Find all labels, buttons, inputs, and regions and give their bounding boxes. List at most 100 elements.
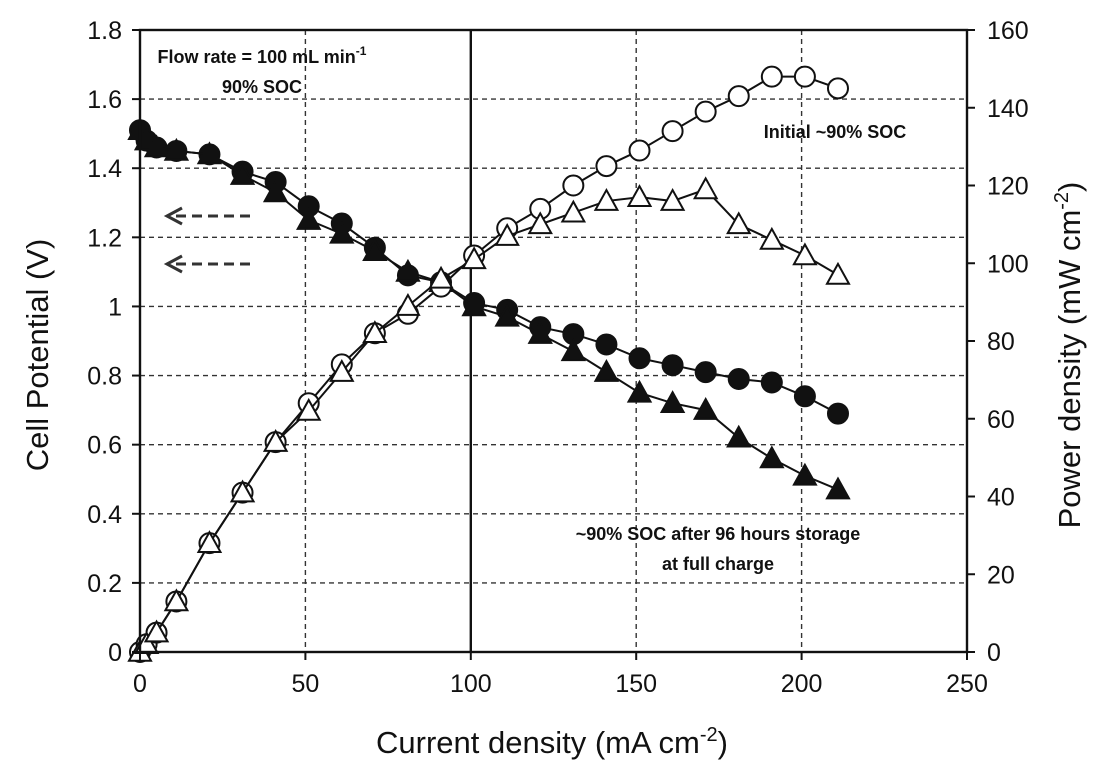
data-point: [163, 588, 190, 612]
series-open-triangle: [127, 176, 851, 662]
y-right-tick-label: 40: [987, 484, 1015, 512]
data-point: [826, 402, 849, 425]
y-left-tick-label: 1.4: [87, 155, 122, 183]
data-point: [628, 347, 651, 370]
data-point: [362, 238, 388, 261]
y-left-tick-label: 1.2: [87, 224, 122, 252]
data-point: [494, 222, 520, 246]
x-axis-title: Current density (mA cm-2): [376, 724, 728, 760]
data-point: [262, 429, 289, 452]
data-point: [727, 85, 750, 108]
x-axis-title-sup: -2: [700, 724, 718, 746]
y-right-tick-label: 20: [987, 561, 1015, 589]
y-left-tick-label: 0.8: [87, 363, 122, 391]
data-point: [428, 265, 454, 289]
data-point: [229, 479, 256, 503]
data-point: [196, 530, 223, 553]
annotation-storage-line2: at full charge: [662, 554, 774, 574]
data-point: [825, 261, 851, 285]
y-left-tick-label: 0.4: [87, 501, 122, 529]
data-point: [395, 292, 421, 316]
data-point: [759, 226, 785, 250]
data-point: [593, 359, 620, 382]
annotation-storage-line1: ~90% SOC after 96 hours storage: [576, 524, 861, 544]
data-point: [494, 303, 520, 327]
y-left-tick-label: 0.6: [87, 432, 122, 460]
data-point: [661, 354, 684, 377]
data-point: [362, 320, 388, 344]
data-point: [329, 359, 355, 382]
y-right-tick-label: 60: [987, 406, 1015, 434]
data-point: [196, 141, 223, 165]
y-left-tick-label: 0.2: [87, 570, 122, 598]
data-point: [296, 206, 322, 230]
data-point: [692, 176, 719, 200]
series-line: [139, 188, 839, 653]
data-point: [793, 65, 816, 88]
tick-labels: 0 50 100 150 200 25000.20.40.60.811.21.41.61.…: [87, 17, 1028, 698]
data-point: [461, 246, 487, 270]
data-point: [593, 187, 620, 211]
y-right-tick-label: 140: [987, 95, 1029, 123]
x-tick-label: 200: [781, 670, 823, 698]
y-left-tick-label: 1.8: [87, 17, 122, 45]
data-point: [461, 293, 487, 317]
data-point: [694, 361, 717, 384]
left-arrow-icon: [163, 254, 250, 274]
data-point: [726, 424, 752, 448]
y-axis-left-title: Cell Potential (V): [20, 239, 55, 472]
annotation-flow-rate: Flow rate = 100 mL min-1: [158, 44, 367, 67]
data-point: [560, 199, 587, 223]
data-point: [143, 134, 170, 158]
data-point: [527, 321, 553, 344]
y-right-tick-label: 0: [987, 639, 1001, 667]
x-tick-label: 100: [450, 670, 492, 698]
data-point: [163, 137, 190, 161]
y-left-tick-label: 0: [108, 639, 122, 667]
data-point: [727, 368, 750, 391]
y-right-tick-label: 100: [987, 250, 1029, 278]
y-right-tick-label: 120: [987, 173, 1029, 201]
data-point: [661, 120, 684, 143]
annotation-initial: Initial ~90% SOC: [764, 122, 907, 142]
data-point: [229, 162, 256, 185]
series-filled-circle: [129, 119, 849, 425]
data-point: [626, 379, 653, 403]
series-layer: [127, 65, 851, 663]
data-point: [659, 187, 686, 211]
data-point: [296, 397, 322, 421]
data-point: [726, 211, 752, 235]
data-point: [694, 100, 717, 123]
data-point: [760, 65, 783, 88]
data-point: [793, 385, 816, 408]
data-point: [329, 220, 355, 244]
data-point: [595, 333, 618, 356]
data-point: [562, 174, 585, 197]
data-point: [626, 184, 653, 207]
data-point: [826, 77, 849, 100]
y-right-tick-label: 80: [987, 328, 1015, 356]
y-left-tick-label: 1: [108, 293, 122, 321]
data-point: [560, 338, 587, 362]
x-tick-label: 50: [291, 670, 319, 698]
y-axis-right-title-sup: -2: [1051, 192, 1073, 210]
data-point: [595, 155, 618, 178]
data-point: [262, 179, 289, 203]
left-arrow-icon: [163, 206, 250, 226]
data-point: [527, 211, 553, 235]
y-right-tick-label: 160: [987, 17, 1029, 45]
data-point: [825, 476, 851, 500]
data-point: [792, 242, 818, 266]
series-filled-triangle: [127, 117, 851, 500]
y-left-tick-label: 1.6: [87, 86, 122, 114]
data-point: [692, 397, 719, 420]
x-tick-label: 0: [133, 670, 147, 698]
data-point: [759, 445, 785, 469]
data-point: [792, 462, 818, 486]
x-tick-label: 250: [946, 670, 988, 698]
data-point: [395, 258, 421, 282]
data-point: [760, 371, 783, 394]
x-tick-label: 150: [615, 670, 657, 698]
